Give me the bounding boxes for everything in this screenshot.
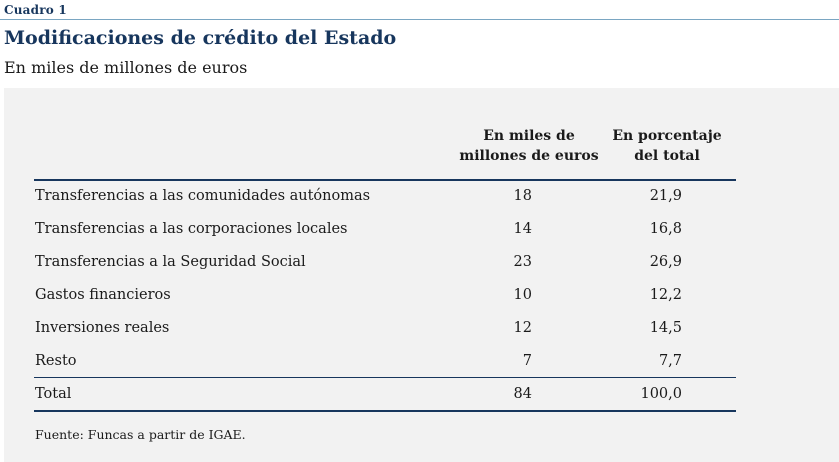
row-percent-resto: 7,7: [658, 353, 682, 369]
page-subtitle: En miles de millones de euros: [4, 58, 248, 77]
total-label: Total: [35, 386, 72, 402]
row-label-inversiones-reales: Inversiones reales: [35, 320, 170, 336]
total-percent: 100,0: [640, 386, 682, 402]
row-label-ccaa: Transferencias a las comunidades autónom…: [35, 188, 371, 204]
total-value: 84: [513, 386, 532, 402]
top-divider: [0, 19, 839, 20]
row-label-seguridad-social: Transferencias a la Seguridad Social: [35, 254, 306, 270]
column-header-amount: En miles de millones de euros: [449, 126, 609, 166]
table-bottom-rule: [34, 410, 736, 412]
source-note: Fuente: Funcas a partir de IGAE.: [35, 427, 246, 442]
row-percent-inversiones-reales: 14,5: [649, 320, 682, 336]
page-title: Modificaciones de crédito del Estado: [4, 27, 397, 49]
row-percent-corporaciones: 16,8: [649, 221, 682, 237]
column-header-percent-line-2: del total: [634, 148, 700, 164]
row-value-corporaciones: 14: [513, 221, 532, 237]
row-label-corporaciones: Transferencias a las corporaciones local…: [35, 221, 348, 237]
table-number-label: Cuadro 1: [4, 3, 67, 17]
row-percent-seguridad-social: 26,9: [649, 254, 682, 270]
column-header-amount-line-1: En miles de: [483, 128, 575, 144]
row-value-gastos-financieros: 10: [513, 287, 532, 303]
header-divider: [34, 179, 736, 181]
row-percent-ccaa: 21,9: [649, 188, 682, 204]
column-header-percent-line-1: En porcentaje: [612, 128, 722, 144]
row-label-resto: Resto: [35, 353, 77, 369]
row-value-seguridad-social: 23: [513, 254, 532, 270]
column-header-percent: En porcentaje del total: [587, 126, 747, 166]
row-value-inversiones-reales: 12: [513, 320, 532, 336]
row-value-resto: 7: [522, 353, 532, 369]
row-percent-gastos-financieros: 12,2: [649, 287, 682, 303]
table-panel: [4, 88, 839, 462]
row-label-gastos-financieros: Gastos financieros: [35, 287, 171, 303]
column-header-amount-line-2: millones de euros: [459, 148, 599, 164]
total-divider: [34, 377, 736, 378]
row-value-ccaa: 18: [513, 188, 532, 204]
